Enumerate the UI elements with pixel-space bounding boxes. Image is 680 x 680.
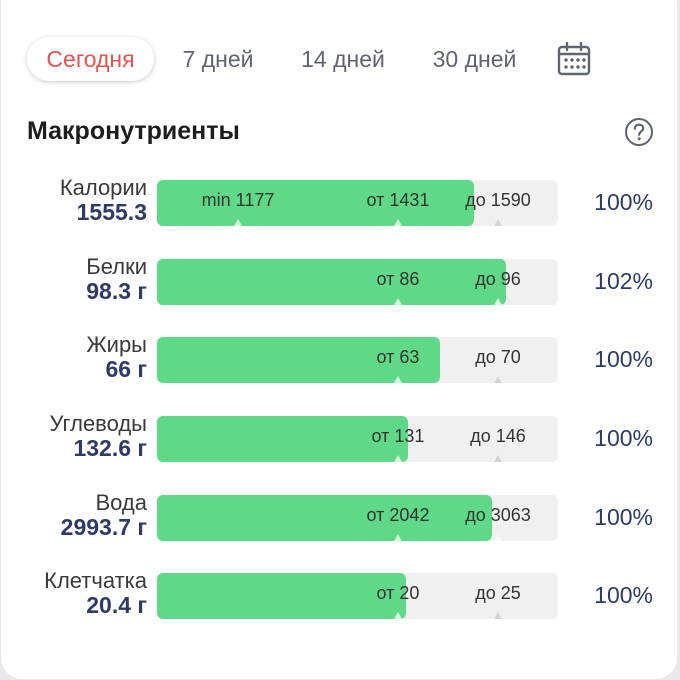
nutrient-value: 66 г (105, 356, 147, 382)
nutrient-name: Вода (95, 490, 148, 515)
progress-track: min 1177 от 1431 до 1590 (157, 180, 558, 226)
section-title: Макронутриенты (27, 117, 240, 145)
to-marker (494, 612, 502, 619)
to-label: до 3063 (465, 505, 531, 525)
min-label: min 1177 (201, 190, 275, 210)
tab-14-days[interactable]: 14 дней (301, 45, 385, 72)
to-marker (494, 455, 502, 462)
from-label: от 20 (376, 583, 420, 603)
nutrient-name: Углеводы (49, 411, 147, 436)
to-marker (494, 376, 502, 383)
from-label: от 1431 (366, 190, 430, 210)
progress-fill (157, 337, 440, 383)
tab-today[interactable]: Сегодня (27, 37, 154, 81)
nutrient-row-fiber: Клетчатка 20.4 г от 20 до 25 100% (0, 568, 680, 624)
min-marker (234, 219, 242, 226)
progress-track: от 86 до 96 (157, 259, 558, 305)
from-marker (394, 219, 402, 226)
nutrient-percent: 100% (594, 425, 653, 451)
to-label: до 96 (475, 269, 521, 289)
nutrient-value: 98.3 г (86, 278, 147, 304)
progress-track: от 20 до 25 (157, 573, 558, 619)
nutrient-row-fat: Жиры 66 г от 63 до 70 100% (0, 332, 680, 388)
nutrient-row-water: Вода 2993.7 г от 2042 до 3063 100% (0, 490, 680, 546)
progress-fill (157, 573, 406, 619)
from-marker (394, 298, 402, 305)
nutrient-value: 2993.7 г (60, 514, 147, 540)
nutrient-percent: 100% (594, 582, 653, 608)
to-label: до 70 (475, 347, 521, 367)
from-marker (394, 612, 402, 619)
period-tabs: Сегодня 7 дней 14 дней 30 дней (0, 0, 680, 110)
progress-fill (157, 180, 474, 226)
nutrient-percent: 100% (594, 504, 653, 530)
from-label: от 86 (376, 269, 420, 289)
tab-30-days[interactable]: 30 дней (432, 45, 517, 72)
progress-track: от 63 до 70 (157, 337, 558, 383)
progress-track: от 2042 до 3063 (157, 495, 558, 541)
progress-fill (157, 416, 408, 462)
calendar-icon[interactable] (557, 42, 591, 76)
from-label: от 2042 (366, 505, 430, 525)
nutrient-percent: 102% (594, 268, 653, 294)
progress-fill (157, 259, 506, 305)
from-marker (394, 455, 402, 462)
help-icon[interactable] (624, 117, 654, 147)
from-label: от 63 (376, 347, 420, 367)
nutrient-name: Клетчатка (44, 568, 147, 593)
to-marker (494, 534, 502, 541)
nutrient-name: Калории (59, 175, 147, 200)
to-label: до 146 (470, 426, 526, 446)
progress-track: от 131 до 146 (157, 416, 558, 462)
nutrient-value: 20.4 г (86, 592, 147, 618)
from-marker (394, 376, 402, 383)
from-marker (394, 534, 402, 541)
progress-fill (157, 495, 492, 541)
to-marker (494, 298, 502, 305)
nutrient-percent: 100% (594, 346, 653, 372)
to-marker (494, 219, 502, 226)
nutrient-row-protein: Белки 98.3 г от 86 до 96 102% (0, 254, 680, 310)
to-label: до 1590 (465, 190, 531, 210)
to-label: до 25 (475, 583, 521, 603)
nutrient-value: 1555.3 (76, 199, 147, 225)
from-label: от 131 (371, 426, 425, 446)
nutrient-name: Жиры (86, 332, 147, 357)
nutrient-value: 132.6 г (73, 435, 147, 461)
nutrient-row-carbs: Углеводы 132.6 г от 131 до 146 100% (0, 411, 680, 467)
nutrient-row-calories: Калории 1555.3 min 1177 от 1431 до 1590 … (0, 175, 680, 231)
nutrient-name: Белки (86, 254, 147, 279)
tab-7-days[interactable]: 7 дней (182, 45, 254, 72)
nutrient-percent: 100% (594, 189, 653, 215)
